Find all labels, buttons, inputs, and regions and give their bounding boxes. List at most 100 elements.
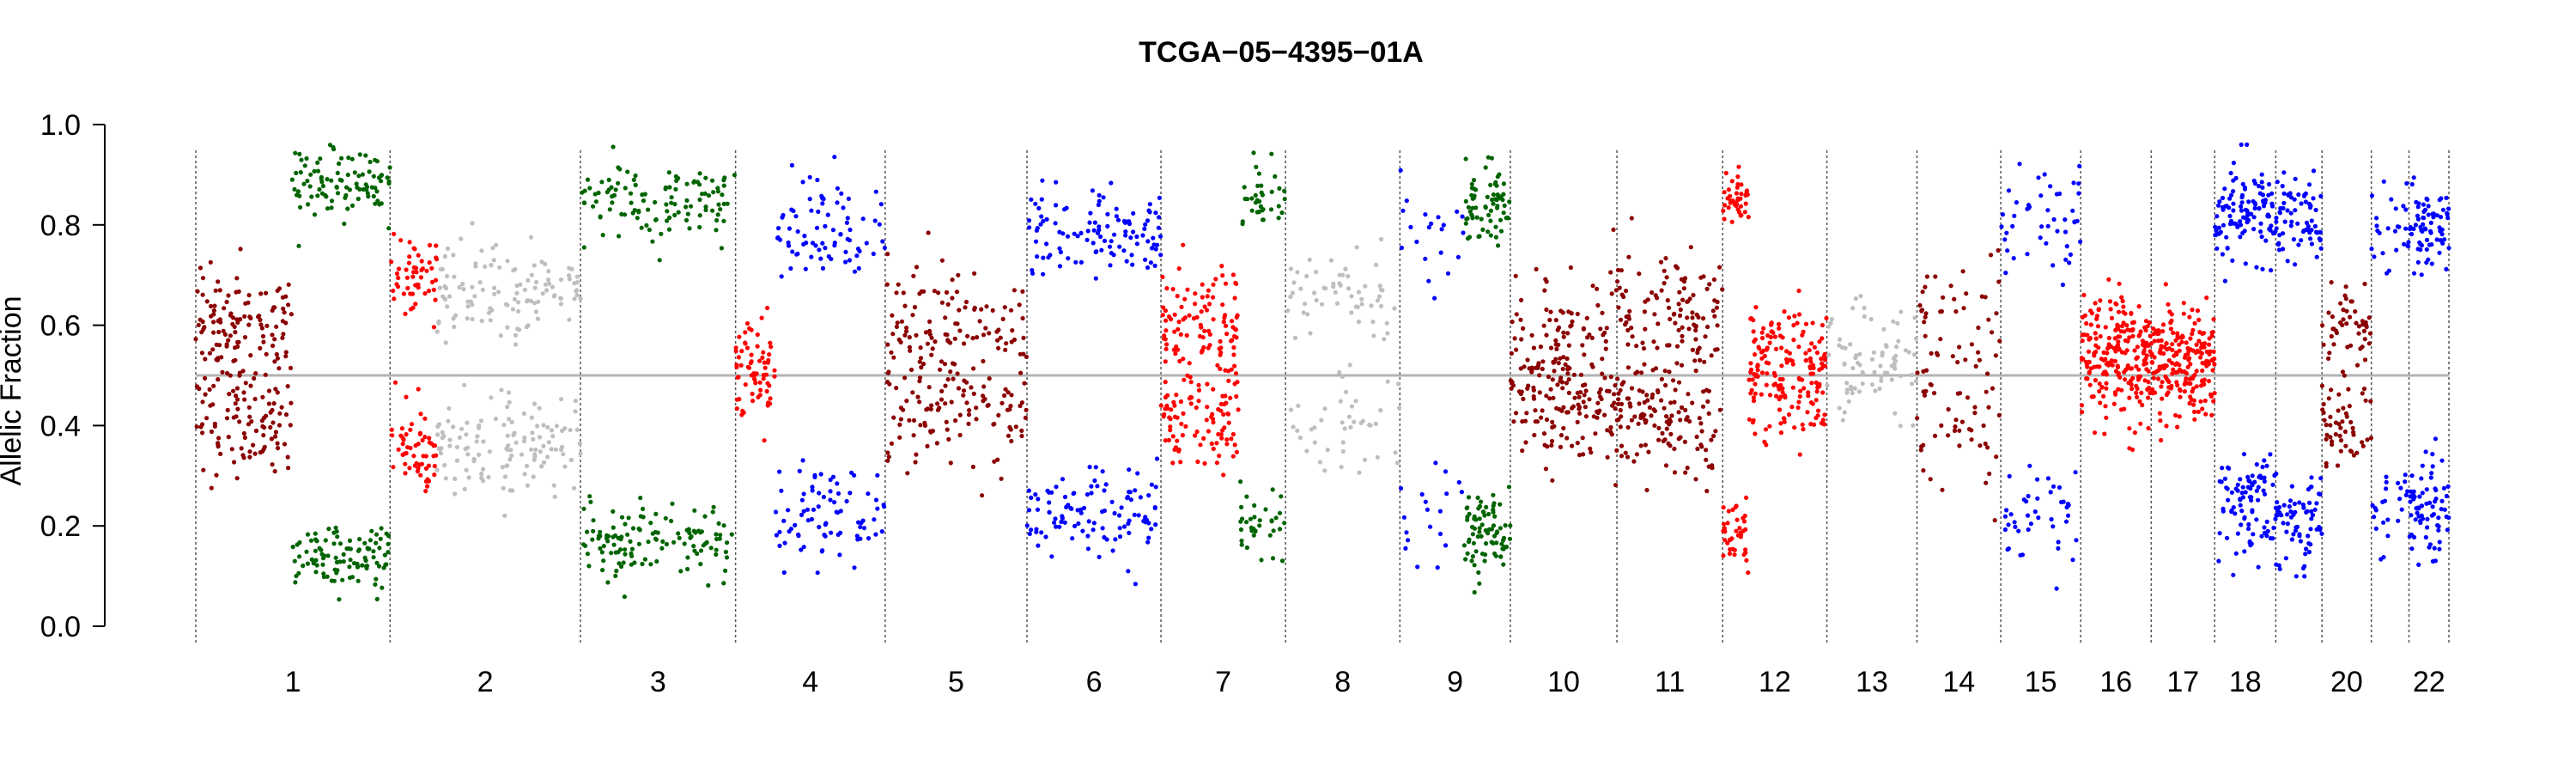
data-point <box>288 365 294 370</box>
data-point <box>1575 390 1580 395</box>
data-point <box>1273 515 1279 521</box>
data-point <box>1483 205 1488 210</box>
data-point <box>374 159 380 164</box>
data-point <box>1475 534 1480 539</box>
data-point <box>1400 208 1406 213</box>
data-point <box>553 447 559 452</box>
data-point <box>2322 417 2327 423</box>
data-point <box>601 558 606 564</box>
data-point <box>407 254 412 259</box>
data-point <box>1778 394 1783 399</box>
data-point <box>1331 281 1336 287</box>
data-point <box>1676 302 1681 307</box>
data-point <box>2424 247 2429 252</box>
data-point <box>1808 371 1814 376</box>
data-point <box>2281 521 2286 526</box>
data-point <box>247 314 252 320</box>
data-point <box>1625 424 1631 430</box>
data-point <box>259 418 264 424</box>
data-point <box>1707 282 1712 287</box>
data-point <box>1492 514 1498 519</box>
data-point <box>953 417 958 424</box>
data-point <box>1550 478 1555 483</box>
data-point <box>2411 271 2417 276</box>
data-point <box>1532 432 1537 438</box>
data-point <box>237 370 242 375</box>
data-point <box>1207 332 1212 337</box>
data-point <box>1163 308 1168 314</box>
data-point <box>1762 439 1767 444</box>
data-point <box>1737 526 1742 531</box>
data-point <box>1146 493 1151 498</box>
data-point <box>2206 359 2211 364</box>
data-point <box>1414 239 1419 245</box>
data-point <box>2439 498 2445 503</box>
data-point <box>2129 378 2134 383</box>
data-point <box>588 499 593 504</box>
data-point <box>2440 241 2445 246</box>
data-point <box>1582 393 1587 398</box>
data-point <box>1611 227 1616 232</box>
data-point <box>422 435 428 440</box>
data-point <box>966 421 971 426</box>
data-point <box>273 387 278 392</box>
data-point <box>1033 492 1038 497</box>
data-point <box>1953 417 1959 423</box>
data-point <box>599 180 605 185</box>
data-point <box>1612 392 1617 397</box>
data-point <box>1714 305 1719 310</box>
data-point <box>1674 361 1680 366</box>
data-point <box>2403 207 2409 212</box>
data-point <box>1117 244 1122 249</box>
data-point <box>442 253 448 259</box>
data-point <box>305 561 310 566</box>
data-point <box>2354 320 2359 326</box>
data-point <box>1038 222 1043 227</box>
data-point <box>873 189 878 194</box>
data-point <box>817 491 822 496</box>
data-point <box>1408 224 1413 229</box>
data-point <box>1693 337 1698 342</box>
data-point <box>2181 301 2186 306</box>
data-point <box>437 447 442 452</box>
data-point <box>283 354 289 359</box>
data-point <box>2187 314 2192 320</box>
data-point <box>2409 231 2415 237</box>
data-point <box>276 286 283 291</box>
data-point <box>2309 475 2314 480</box>
data-point <box>2137 399 2142 404</box>
data-point <box>820 265 826 271</box>
data-point <box>918 356 924 361</box>
data-point <box>1035 254 1040 259</box>
data-point <box>1782 309 1787 314</box>
data-point <box>1467 537 1472 542</box>
data-point <box>2135 394 2140 399</box>
data-point <box>2348 419 2354 425</box>
data-point <box>2419 503 2425 509</box>
data-point <box>2225 535 2230 540</box>
data-point <box>861 526 867 531</box>
data-point <box>1033 239 1039 244</box>
data-point <box>1064 504 1069 510</box>
data-point <box>470 284 475 289</box>
data-point <box>1220 428 1225 433</box>
data-point <box>2026 493 2031 499</box>
data-point <box>2208 349 2213 354</box>
data-point <box>266 388 272 393</box>
data-point <box>1179 304 1184 309</box>
data-point <box>1619 454 1625 459</box>
data-point <box>972 307 977 312</box>
data-point <box>2445 216 2451 221</box>
data-point <box>739 349 744 354</box>
data-point <box>2173 350 2179 356</box>
data-point <box>204 299 210 304</box>
data-point <box>1218 338 1223 344</box>
data-point <box>572 485 577 491</box>
data-point <box>445 304 450 309</box>
data-point <box>1849 387 1854 392</box>
data-point <box>789 162 795 168</box>
data-point <box>1809 381 1814 386</box>
data-point <box>1616 417 1621 422</box>
data-point <box>1171 399 1176 405</box>
data-point <box>349 203 355 208</box>
